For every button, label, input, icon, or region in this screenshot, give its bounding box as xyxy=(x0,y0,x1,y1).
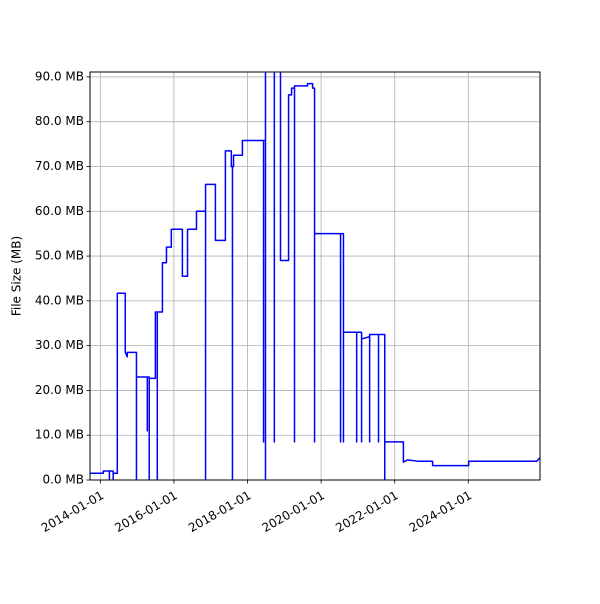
y-tick-label: 90.0 MB xyxy=(35,69,84,83)
y-tick-label: 60.0 MB xyxy=(35,204,84,218)
y-tick-label: 0.0 MB xyxy=(43,473,84,487)
y-axis-label: File Size (MB) xyxy=(10,236,24,316)
y-tick-label: 40.0 MB xyxy=(35,293,84,307)
y-tick-label: 70.0 MB xyxy=(35,159,84,173)
plot-area xyxy=(90,72,540,480)
y-tick-label: 20.0 MB xyxy=(35,383,84,397)
y-tick-label: 50.0 MB xyxy=(35,249,84,263)
data-line xyxy=(90,72,540,480)
y-tick-label: 80.0 MB xyxy=(35,114,84,128)
axes-frame xyxy=(89,71,541,481)
y-tick-label: 30.0 MB xyxy=(35,338,84,352)
y-tick-label: 10.0 MB xyxy=(35,428,84,442)
